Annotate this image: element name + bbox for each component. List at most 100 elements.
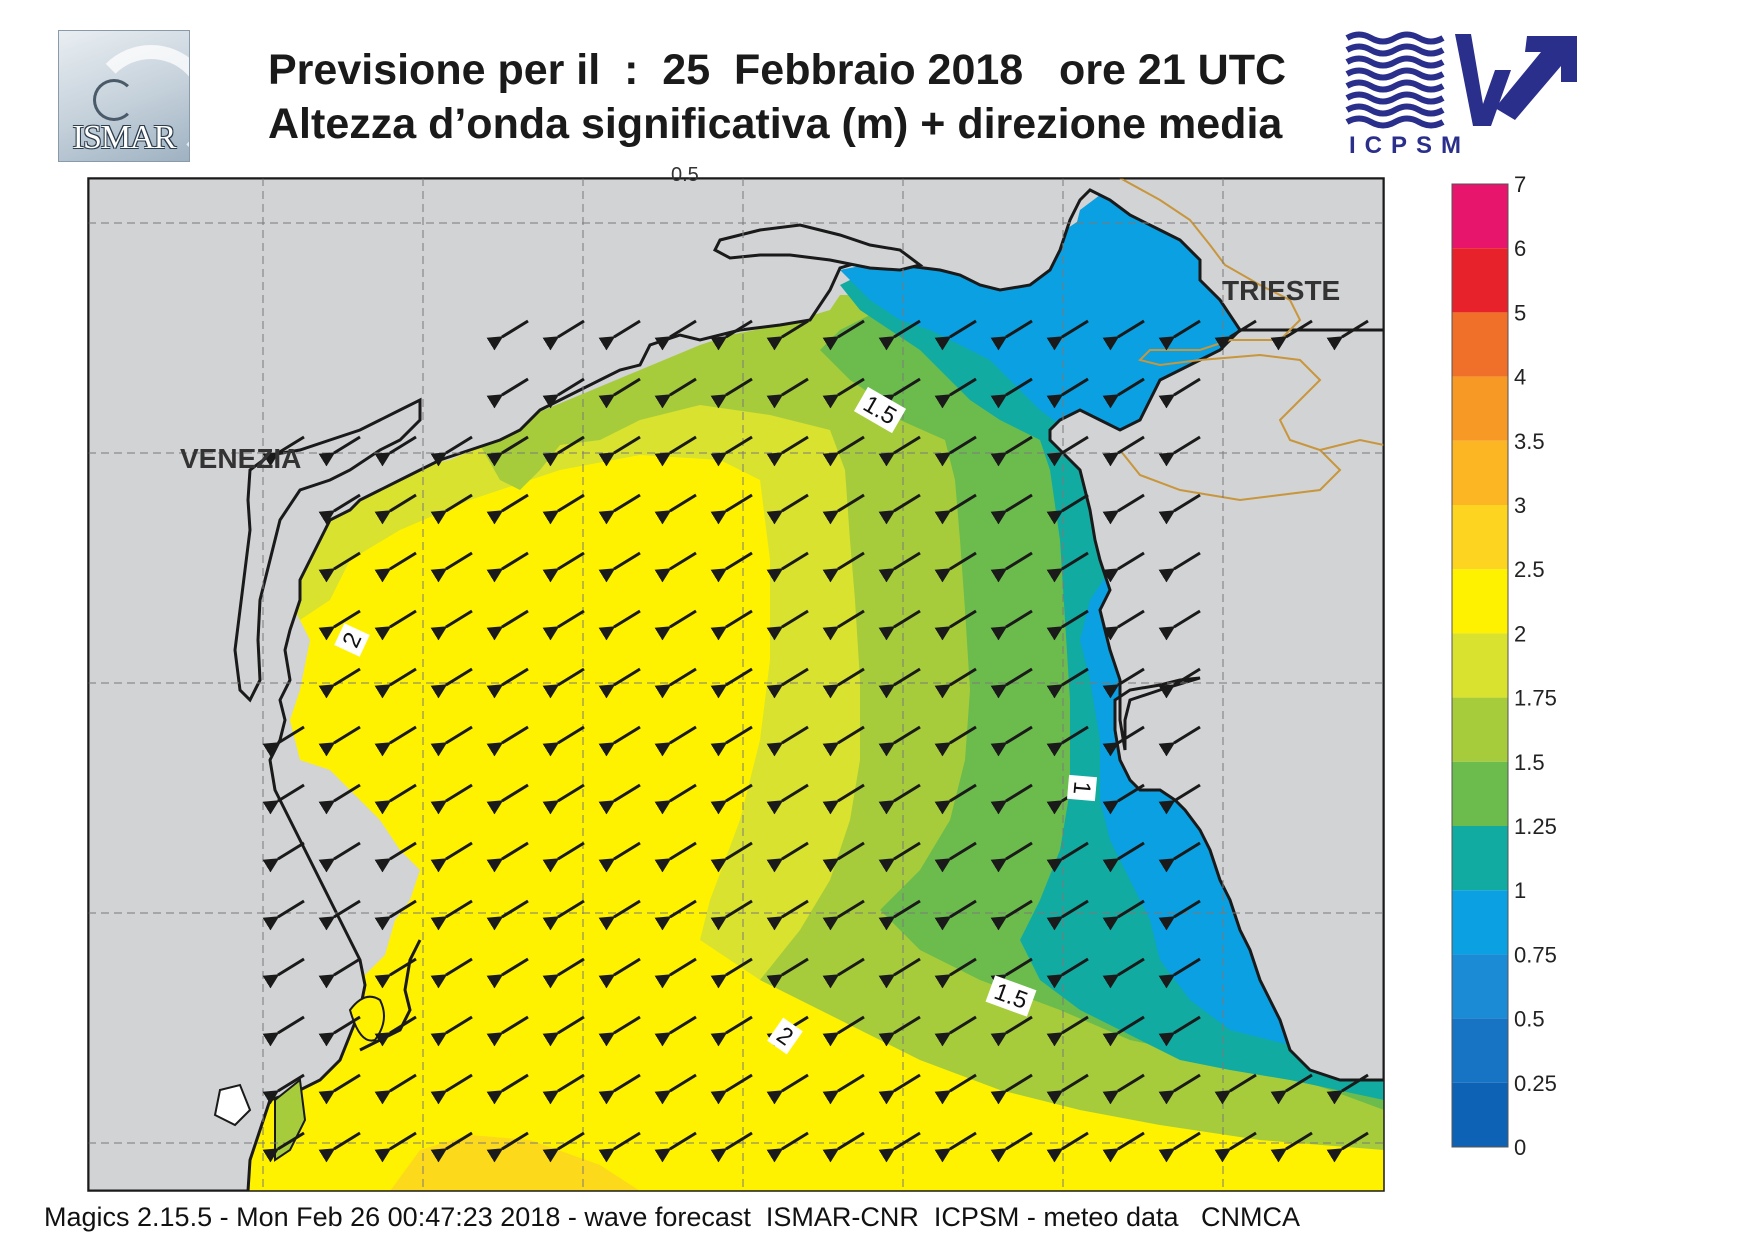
wave-direction-arrow <box>430 1131 473 1163</box>
wave-direction-arrow <box>766 1131 809 1163</box>
wave-direction-arrow <box>374 841 417 873</box>
legend-swatch <box>1452 569 1508 634</box>
wave-direction-arrow <box>1326 319 1369 351</box>
wave-direction-arrow <box>710 435 753 467</box>
wave-direction-arrow <box>766 841 809 873</box>
legend-level-label: 5 <box>1514 300 1526 325</box>
wave-direction-arrow <box>430 725 473 757</box>
wave-direction-arrow <box>822 609 865 641</box>
wave-direction-arrow <box>486 435 529 467</box>
wave-direction-arrow <box>1270 1131 1313 1163</box>
wave-direction-arrow <box>598 783 641 815</box>
wave-direction-arrow <box>878 841 921 873</box>
wave-direction-arrow <box>1158 435 1201 467</box>
wave-direction-arrow <box>878 377 921 409</box>
wave-direction-arrow <box>710 319 753 351</box>
wave-direction-arrow <box>1046 435 1089 467</box>
wave-direction-arrow <box>934 783 977 815</box>
wave-direction-arrow <box>1158 667 1201 699</box>
wave-direction-arrow <box>1102 667 1145 699</box>
wave-direction-arrow <box>1046 609 1089 641</box>
wave-direction-arrow <box>542 899 585 931</box>
istria-land <box>1048 328 1384 1082</box>
wave-direction-arrow <box>598 841 641 873</box>
wave-direction-arrow <box>374 1131 417 1163</box>
wave-direction-arrow <box>318 899 361 931</box>
wave-direction-arrow <box>262 841 305 873</box>
wave-direction-arrow <box>542 725 585 757</box>
wave-direction-arrow <box>990 1131 1033 1163</box>
wave-direction-arrow <box>878 1073 921 1105</box>
wave-direction-arrow <box>486 725 529 757</box>
icpsm-logo: ICPSM <box>1345 30 1585 160</box>
wave-direction-arrow <box>822 435 865 467</box>
wave-direction-arrow <box>598 609 641 641</box>
map-frame <box>87 177 1385 1192</box>
wave-direction-arrow <box>598 667 641 699</box>
wave-direction-arrow <box>934 1015 977 1047</box>
wave-direction-arrow <box>1158 319 1201 351</box>
wave-direction-arrow <box>262 957 305 989</box>
wave-direction-arrow <box>934 1131 977 1163</box>
wave-direction-arrow <box>822 377 865 409</box>
wave-direction-arrow <box>1102 1131 1145 1163</box>
wave-direction-arrow <box>374 667 417 699</box>
wave-direction-arrow <box>262 899 305 931</box>
wave-direction-arrow <box>430 493 473 525</box>
gulf-of-trieste <box>840 195 1230 420</box>
wave-direction-arrow <box>542 841 585 873</box>
wave-direction-arrow <box>990 1015 1033 1047</box>
wave-direction-arrow <box>822 899 865 931</box>
wave-direction-arrow <box>934 667 977 699</box>
wave-direction-arrow <box>486 667 529 699</box>
wave-direction-arrow <box>542 783 585 815</box>
wave-direction-arrow <box>822 957 865 989</box>
wave-direction-arrow <box>430 841 473 873</box>
wave-direction-arrow <box>318 725 361 757</box>
legend-swatch <box>1452 440 1508 505</box>
legend-swatch <box>1452 890 1508 955</box>
wave-direction-arrow <box>766 435 809 467</box>
wave-direction-arrow <box>654 319 697 351</box>
wave-direction-arrow <box>542 319 585 351</box>
wave-direction-arrow <box>430 957 473 989</box>
wave-direction-arrow <box>262 725 305 757</box>
wave-direction-arrow <box>934 841 977 873</box>
wave-direction-arrow <box>1158 1073 1201 1105</box>
wave-direction-arrow <box>374 493 417 525</box>
wave-direction-arrow <box>766 319 809 351</box>
ismar-ring-icon <box>93 79 135 121</box>
wave-direction-arrow <box>1270 319 1313 351</box>
wave-direction-arrow <box>1046 319 1089 351</box>
wave-direction-arrow <box>318 1073 361 1105</box>
wave-direction-arrow <box>990 957 1033 989</box>
wave-direction-arrow <box>1158 1131 1201 1163</box>
legend-level-label: 0 <box>1514 1135 1526 1160</box>
wave-direction-arrow <box>318 435 361 467</box>
wave-direction-arrow <box>710 493 753 525</box>
wave-direction-arrow <box>990 609 1033 641</box>
wave-direction-arrow <box>486 1015 529 1047</box>
wave-direction-arrow <box>1046 667 1089 699</box>
wave-direction-arrow <box>654 1131 697 1163</box>
legend-level-label: 4 <box>1514 365 1526 390</box>
wave-direction-arrow <box>1102 377 1145 409</box>
wave-direction-arrow <box>710 1073 753 1105</box>
wave-direction-arrow <box>934 609 977 641</box>
wave-direction-arrow <box>262 783 305 815</box>
legend-level-label: 0.25 <box>1514 1071 1557 1096</box>
wave-direction-arrow <box>598 1131 641 1163</box>
wave-direction-arrow <box>542 493 585 525</box>
wave-direction-arrow <box>542 435 585 467</box>
wave-direction-arrow <box>766 667 809 699</box>
wave-direction-arrow <box>878 551 921 583</box>
wave-direction-arrow <box>654 957 697 989</box>
wave-direction-arrow <box>990 1073 1033 1105</box>
wave-direction-arrow <box>654 551 697 583</box>
wave-direction-arrow <box>374 609 417 641</box>
wave-direction-arrow <box>878 435 921 467</box>
direction-arrows <box>262 319 1369 1163</box>
wave-direction-arrow <box>318 609 361 641</box>
wave-direction-arrow <box>990 493 1033 525</box>
wave-direction-arrow <box>318 841 361 873</box>
